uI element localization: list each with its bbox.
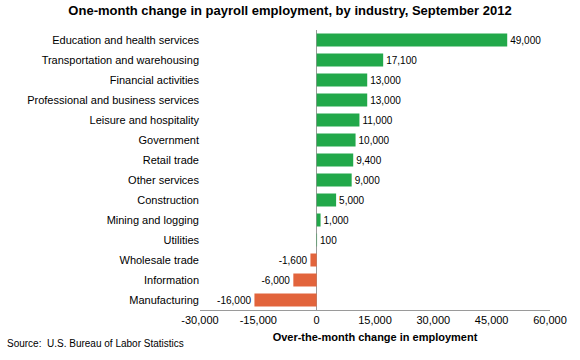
- svg-text:13,000: 13,000: [370, 95, 401, 106]
- svg-text:Professional and business serv: Professional and business services: [27, 94, 199, 106]
- svg-text:Source: U.S. Bureau of Labor: Source: U.S. Bureau of Labor Statistics: [7, 338, 184, 349]
- svg-text:Education and health services: Education and health services: [52, 34, 199, 46]
- svg-text:15,000: 15,000: [358, 314, 392, 326]
- svg-text:9,400: 9,400: [356, 155, 381, 166]
- svg-text:-30,000: -30,000: [181, 314, 218, 326]
- svg-text:10,000: 10,000: [359, 135, 390, 146]
- svg-text:Information: Information: [144, 274, 199, 286]
- svg-text:17,100: 17,100: [386, 55, 417, 66]
- svg-text:Transportation and warehousing: Transportation and warehousing: [42, 54, 199, 66]
- svg-text:-1,600: -1,600: [279, 255, 308, 266]
- svg-text:-15,000: -15,000: [240, 314, 277, 326]
- svg-text:Wholesale trade: Wholesale trade: [120, 254, 200, 266]
- svg-text:45,000: 45,000: [475, 314, 509, 326]
- svg-text:-16,000: -16,000: [217, 295, 251, 306]
- svg-text:-6,000: -6,000: [262, 275, 291, 286]
- svg-text:One-month change in payroll em: One-month change in payroll employment, …: [68, 3, 511, 18]
- svg-text:30,000: 30,000: [417, 314, 451, 326]
- svg-text:Financial activities: Financial activities: [110, 74, 200, 86]
- svg-text:Leisure and hospitality: Leisure and hospitality: [90, 114, 200, 126]
- svg-text:Manufacturing: Manufacturing: [129, 294, 199, 306]
- svg-text:60,000: 60,000: [533, 314, 567, 326]
- svg-text:49,000: 49,000: [510, 35, 541, 46]
- svg-text:Over-the-month change in emplo: Over-the-month change in employment: [273, 331, 478, 343]
- svg-text:13,000: 13,000: [370, 75, 401, 86]
- svg-text:0: 0: [314, 314, 320, 326]
- svg-text:9,000: 9,000: [355, 175, 380, 186]
- svg-text:Government: Government: [138, 134, 199, 146]
- svg-text:Construction: Construction: [137, 194, 199, 206]
- svg-text:1,000: 1,000: [324, 215, 349, 226]
- svg-text:5,000: 5,000: [339, 195, 364, 206]
- svg-text:11,000: 11,000: [362, 115, 392, 126]
- svg-text:100: 100: [320, 235, 337, 246]
- svg-text:Other services: Other services: [128, 174, 199, 186]
- svg-text:Utilities: Utilities: [164, 234, 200, 246]
- svg-text:Retail trade: Retail trade: [143, 154, 199, 166]
- svg-text:Mining and logging: Mining and logging: [107, 214, 199, 226]
